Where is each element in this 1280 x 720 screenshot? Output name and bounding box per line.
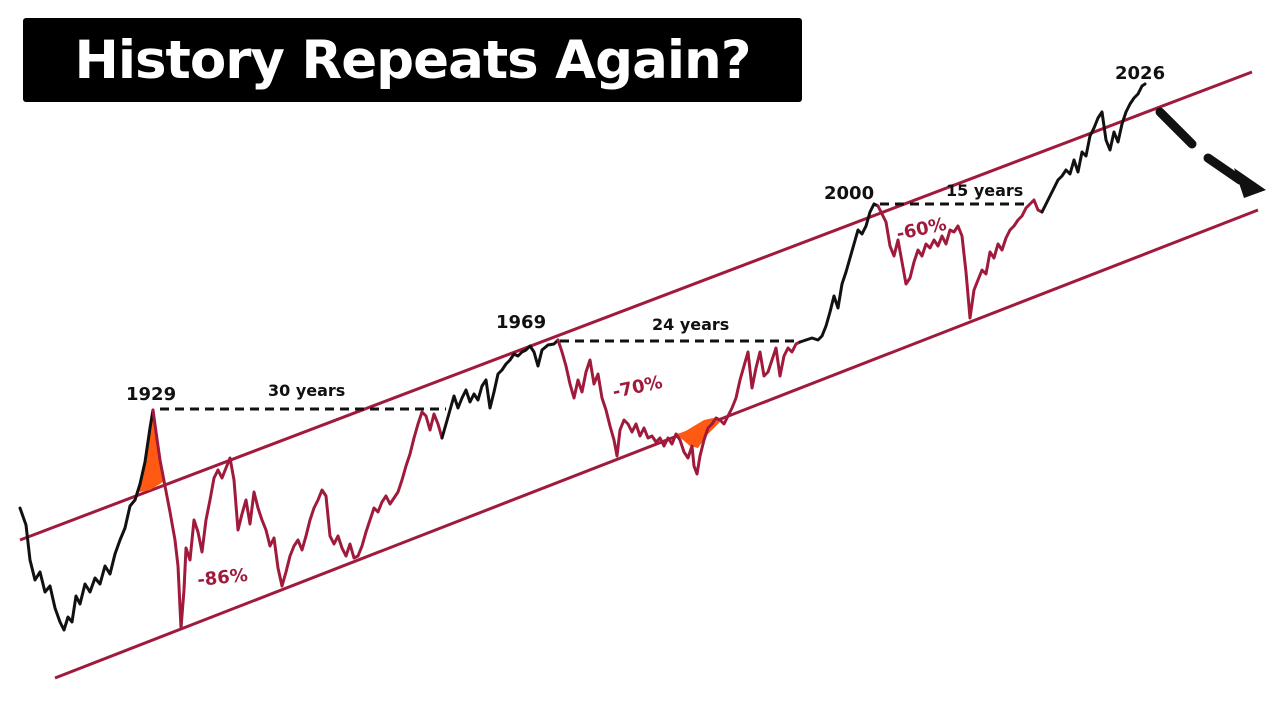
chart-title: History Repeats Again?	[74, 29, 751, 91]
peak-label-2026: 2026	[1115, 63, 1165, 84]
peak-label-2000: 2000	[824, 183, 874, 204]
title-banner: History Repeats Again?	[23, 18, 802, 102]
series-rise-1920s	[18, 408, 155, 632]
drop-label-1969: -70%	[611, 372, 665, 403]
series-rise-1990s	[798, 202, 880, 344]
projection-arrow-dash-2	[1203, 153, 1245, 185]
channel-upper-line	[19, 70, 1253, 542]
projection-arrow-dash-1	[1155, 107, 1197, 149]
drop-label-1929: -86%	[196, 565, 248, 591]
series-rise-2010s	[1040, 82, 1147, 214]
recovery-label-2000: 15 years	[946, 181, 1023, 200]
peak-label-1929: 1929	[126, 384, 176, 405]
peak-label-1969: 1969	[496, 312, 546, 333]
projection-arrow-head	[1234, 168, 1266, 198]
recovery-label-1929: 30 years	[268, 381, 345, 400]
bubble-fill-1929	[139, 410, 163, 492]
series-bear-1969	[556, 338, 802, 476]
series-bear-1929	[151, 408, 444, 630]
series-bear-2000	[876, 198, 1044, 320]
channel-lower-line	[54, 208, 1259, 680]
series-rise-1950s	[440, 338, 560, 440]
recovery-label-1969: 24 years	[652, 315, 729, 334]
